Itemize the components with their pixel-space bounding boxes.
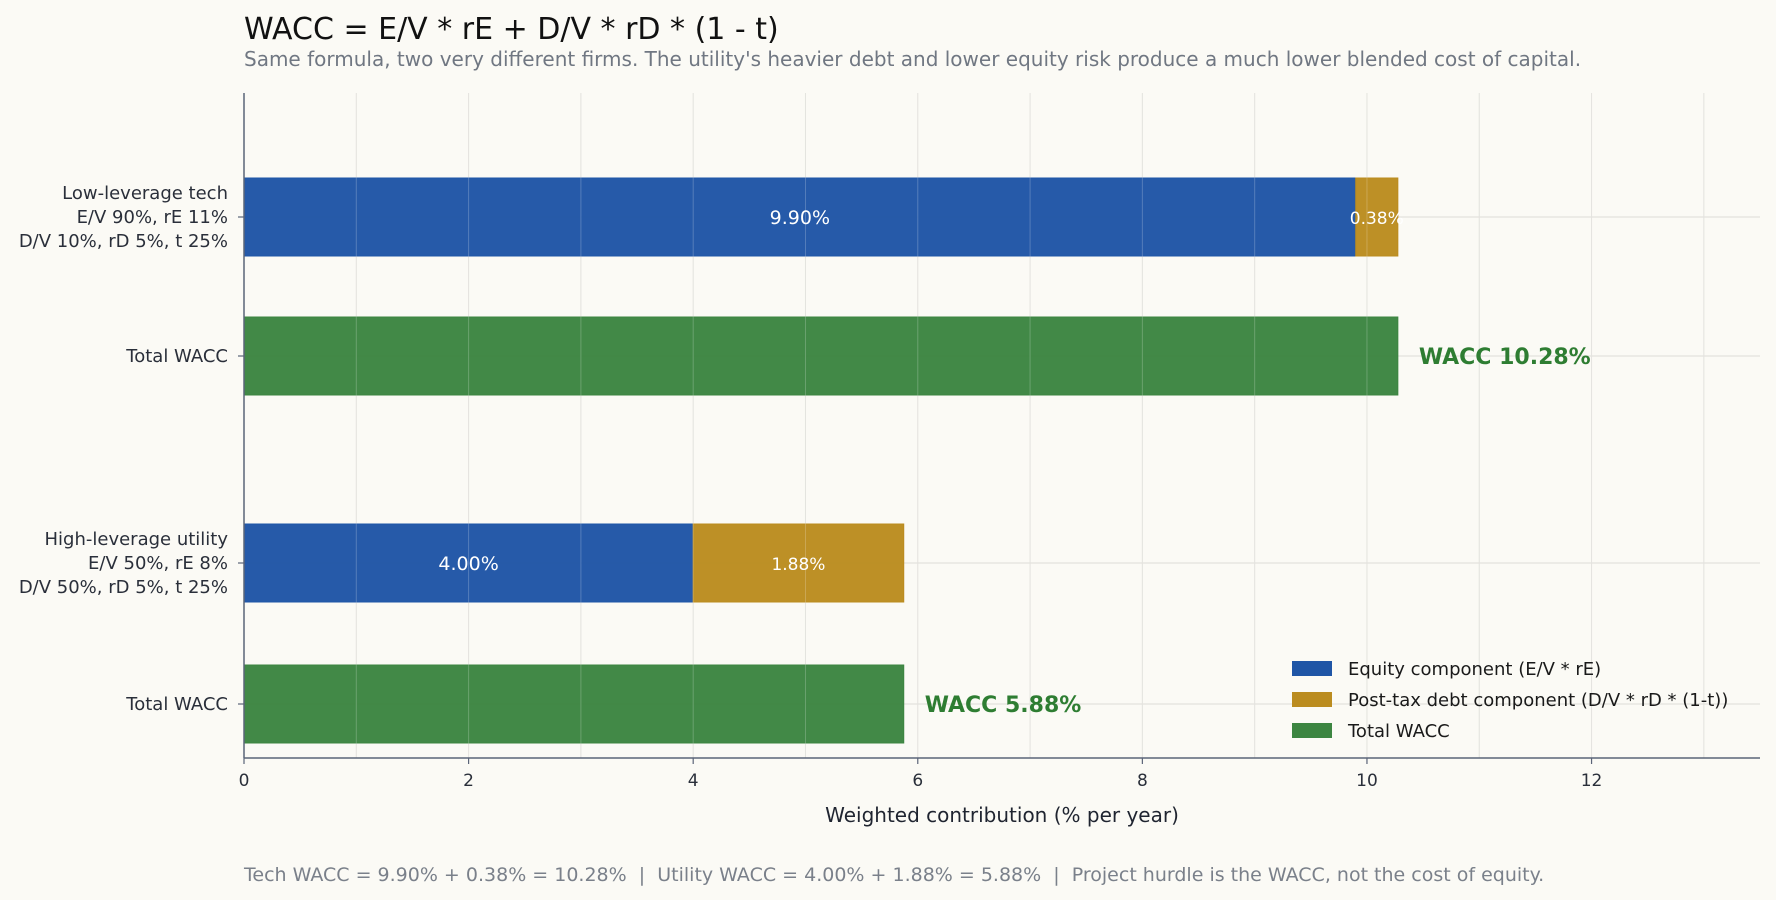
bars — [243, 93, 1705, 758]
x-tick-label: 2 — [463, 771, 474, 791]
footer-note: Tech WACC = 9.90% + 0.38% = 10.28% | Uti… — [243, 864, 1544, 886]
bar-segment — [243, 664, 905, 744]
bar-value-label: 4.00% — [438, 553, 498, 575]
legend-swatch — [1292, 723, 1332, 738]
y-category-label: Low-leverage tech — [62, 183, 228, 204]
x-tick-label: 10 — [1356, 771, 1378, 791]
legend-swatch — [1292, 661, 1332, 676]
chart-subtitle: Same formula, two very different firms. … — [244, 47, 1581, 71]
x-tick-label: 12 — [1581, 771, 1603, 791]
y-category-label: Total WACC — [125, 694, 228, 715]
legend: Equity component (E/V * rE) Post-tax debt… — [1292, 659, 1728, 742]
total-wacc-label: WACC 10.28% — [1419, 345, 1591, 370]
bar-segment — [243, 316, 1399, 396]
y-category-label: High-leverage utility — [45, 529, 229, 550]
legend-label: Post-tax debt component (D/V * rD * (1-t… — [1348, 690, 1728, 711]
legend-swatch — [1292, 692, 1332, 707]
x-tick-label: 8 — [1137, 771, 1148, 791]
legend-label: Total WACC — [1347, 721, 1450, 742]
legend-label: Equity component (E/V * rE) — [1348, 659, 1601, 680]
bar-value-label: 0.38% — [1350, 209, 1404, 229]
chart-title: WACC = E/V * rE + D/V * rD * (1 - t) — [244, 12, 779, 47]
total-wacc-label: WACC 5.88% — [925, 693, 1082, 718]
bar-segment — [692, 523, 905, 603]
bar-segment — [243, 523, 694, 603]
x-tick-label: 0 — [239, 771, 250, 791]
bar-value-label: 1.88% — [771, 555, 825, 575]
y-category-label: E/V 90%, rE 11% — [77, 207, 228, 228]
y-category-label: E/V 50%, rE 8% — [88, 553, 228, 574]
category-labels: 9.90% 0.38% WACC 10.28% 4.00% 1.88% WACC 5.88… — [19, 183, 1591, 718]
x-axis-label: Weighted contribution (% per year) — [825, 803, 1179, 827]
y-category-label: D/V 50%, rD 5%, t 25% — [19, 577, 228, 598]
bar-segment — [1355, 177, 1399, 257]
x-tick-label: 4 — [688, 771, 699, 791]
y-category-label: D/V 10%, rD 5%, t 25% — [19, 231, 228, 252]
x-tick-label: 6 — [912, 771, 923, 791]
bar-value-label: 9.90% — [770, 207, 830, 229]
axes: 0 2 4 6 8 10 12 — [238, 93, 1760, 791]
y-category-label: Total WACC — [125, 346, 228, 367]
